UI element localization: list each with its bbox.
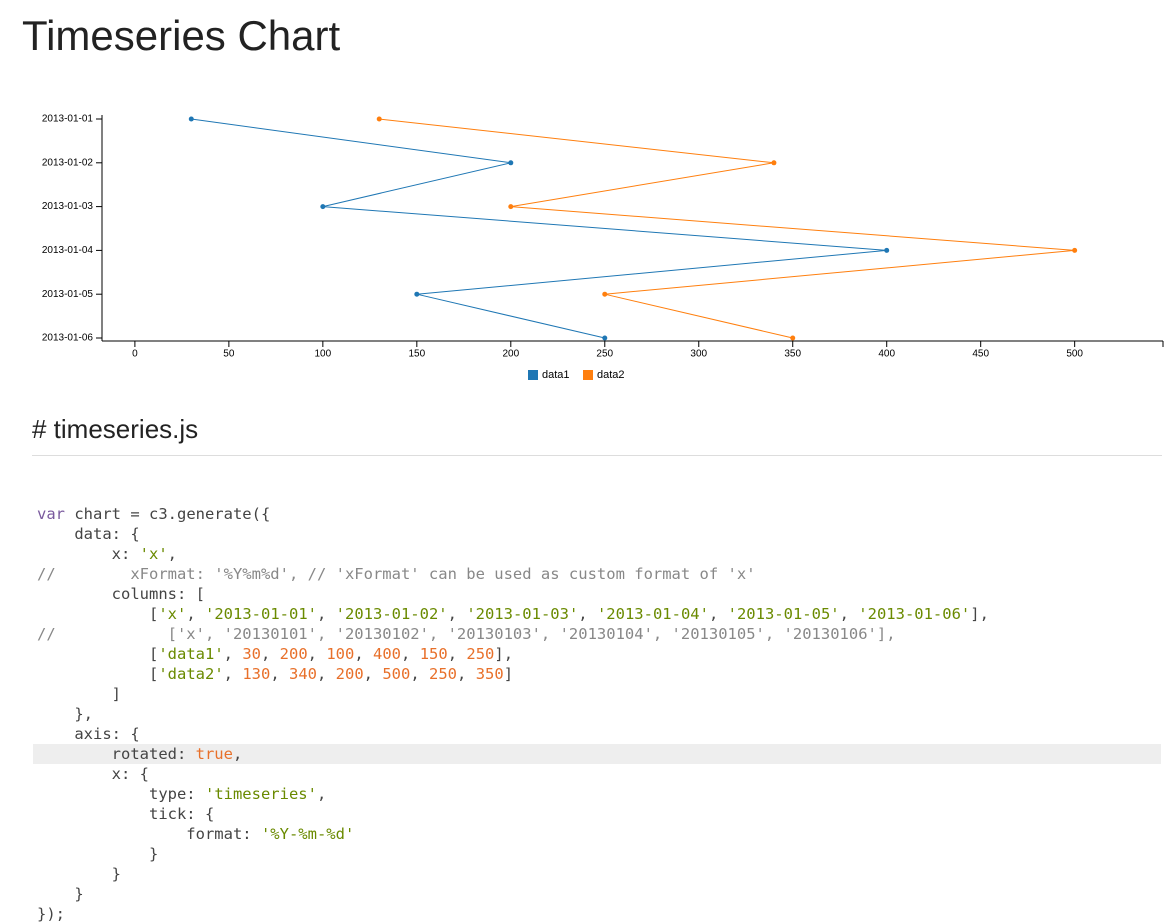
code-line: // xFormat: '%Y%m%d', // 'xFormat' can b… [37, 565, 756, 583]
x-tick-label: 2013-01-02 [42, 157, 94, 168]
code-line: }, [37, 705, 93, 723]
code-line: type: 'timeseries', [37, 785, 327, 803]
y-tick-label: 250 [596, 349, 613, 360]
code-line: ] [37, 685, 121, 703]
code-line: data: { [37, 525, 140, 543]
y-tick-label: 200 [502, 349, 519, 360]
code-block: var chart = c3.generate({ data: { x: 'x'… [33, 484, 1161, 924]
legend-swatch [583, 370, 593, 380]
data-point [414, 291, 420, 297]
data-point [602, 335, 608, 341]
y-tick-label: 300 [690, 349, 707, 360]
code-line: columns: [ [37, 585, 205, 603]
y-tick-label: 150 [408, 349, 425, 360]
x-tick-label: 2013-01-04 [42, 245, 94, 256]
y-tick-label: 0 [132, 349, 138, 360]
code-line: tick: { [37, 805, 215, 823]
data-point [376, 116, 382, 122]
code-line: } [37, 865, 121, 883]
legend-label: data1 [542, 369, 570, 381]
code-line: format: '%Y-%m-%d' [37, 825, 355, 843]
y-tick-label: 400 [878, 349, 895, 360]
code-line: ['data2', 130, 340, 200, 500, 250, 350] [37, 665, 514, 683]
data-point [1072, 247, 1078, 253]
data-point [790, 335, 796, 341]
page-title: Timeseries Chart [22, 12, 341, 59]
data-point [188, 116, 194, 122]
code-line: }); [37, 905, 65, 923]
y-tick-label: 450 [972, 349, 989, 360]
data-point [508, 204, 514, 210]
data-point [884, 247, 890, 253]
code-line: axis: { [37, 725, 140, 743]
x-tick-label: 2013-01-06 [42, 333, 94, 344]
chart: 2013-01-01 2013-01-02 2013-01-03 2013-01-04… [42, 114, 1164, 381]
code-line: x: 'x', [37, 545, 177, 563]
series-line [379, 118, 1075, 339]
code-title: # timeseries.js [32, 414, 199, 444]
code-line: ['x', '2013-01-01', '2013-01-02', '2013-… [37, 605, 989, 623]
divider [32, 455, 1162, 456]
code-line: } [37, 885, 84, 903]
x-tick-label: 2013-01-03 [42, 201, 94, 212]
y-tick-label: 350 [784, 349, 801, 360]
code-line: ['data1', 30, 200, 100, 400, 150, 250], [37, 645, 514, 663]
data-point [508, 160, 514, 166]
code-line: } [37, 845, 159, 863]
code-line: // ['x', '20130101', '20130102', '201301… [37, 625, 896, 643]
code-line: var chart = c3.generate({ [37, 505, 271, 523]
x-tick-label: 2013-01-01 [42, 114, 94, 125]
data-point [602, 291, 608, 297]
data-point [771, 160, 777, 166]
data-point [320, 204, 326, 210]
code-line [33, 484, 1161, 504]
legend-label: data2 [597, 369, 625, 381]
y-tick-label: 100 [315, 349, 332, 360]
series-line [191, 118, 887, 339]
code-line: x: { [37, 765, 149, 783]
legend-swatch [528, 370, 538, 380]
y-tick-label: 50 [223, 349, 235, 360]
code-line: rotated: true, [33, 744, 1161, 764]
y-tick-label: 500 [1066, 349, 1083, 360]
x-tick-label: 2013-01-05 [42, 289, 94, 300]
